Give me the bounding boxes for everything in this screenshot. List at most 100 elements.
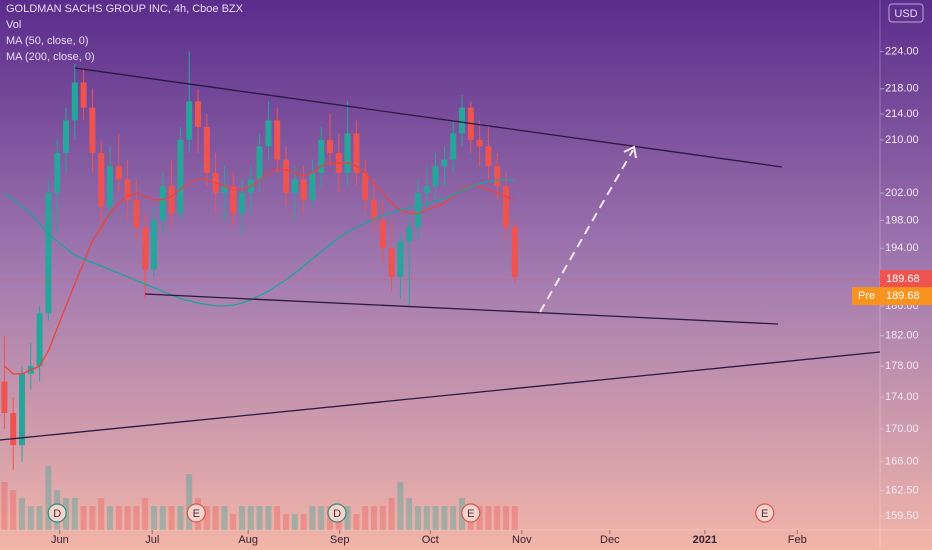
x-tick-label: 2021 (693, 534, 717, 546)
candle-body (415, 192, 421, 228)
candle-body (230, 186, 237, 214)
volume-bar (371, 506, 377, 530)
candle-body (353, 133, 360, 173)
candle-body (221, 186, 228, 193)
volume-bar (503, 506, 509, 530)
volume-bar (353, 514, 360, 530)
candle-body (300, 179, 307, 200)
candle-body (107, 166, 113, 207)
volume-bar (344, 506, 351, 530)
y-tick-label: 218.00 (885, 83, 919, 95)
candle-body (186, 101, 193, 140)
candle-body (1, 381, 8, 413)
candle-body (450, 133, 457, 160)
candle-body (168, 186, 175, 214)
trend-line[interactable] (0, 351, 881, 441)
candle-body (309, 172, 316, 200)
x-tick-label: Oct (422, 534, 439, 546)
volume-bar (124, 506, 131, 530)
x-tick-label: Jul (145, 534, 159, 546)
event-marker[interactable] (461, 503, 481, 523)
volume-bar (142, 498, 149, 530)
volume-bar (115, 506, 122, 530)
volume-bar (432, 506, 439, 530)
candle-body (379, 220, 386, 249)
x-tick-label: Aug (238, 534, 258, 546)
candle-body (327, 139, 333, 153)
volume-bar (151, 506, 157, 530)
candle-body (151, 220, 157, 270)
arrow[interactable] (539, 149, 634, 313)
last-price: 189.68 (886, 273, 920, 285)
premarket-price: 189.68 (886, 290, 920, 302)
volume-bar (362, 506, 369, 530)
volume-bar (450, 506, 457, 530)
volume-bar (406, 498, 413, 530)
candle-body (274, 120, 281, 160)
volume-bar (89, 506, 96, 530)
y-tick-label: 202.00 (885, 187, 919, 199)
candle-body (89, 107, 96, 153)
candle-body (115, 166, 122, 180)
candle-body (362, 172, 369, 200)
event-label: D (333, 508, 341, 520)
candle-body (283, 159, 289, 193)
y-tick-label: 159.50 (885, 510, 919, 522)
indicator[interactable]: Vol (6, 19, 21, 31)
event-marker[interactable] (47, 503, 67, 523)
candle-body (239, 192, 245, 214)
candle-body (344, 133, 351, 173)
currency-box[interactable] (888, 3, 924, 23)
premarket-box (852, 287, 932, 306)
candle-body (124, 179, 131, 200)
candle-body (80, 82, 87, 108)
volume-bar (485, 506, 492, 530)
candle-body (54, 152, 61, 193)
volume-bar (230, 514, 237, 530)
candle-body (406, 227, 413, 242)
candle-body (441, 159, 448, 167)
volume-bar (80, 506, 87, 530)
indicator[interactable]: MA (200, close, 0) (6, 51, 95, 63)
event-label: E (193, 508, 200, 520)
indicator[interactable]: MA (50, close, 0) (6, 35, 89, 47)
volume-bar (71, 498, 78, 530)
last-price-box (880, 270, 932, 289)
trend-line[interactable] (144, 293, 779, 325)
volume-bar (256, 506, 263, 530)
candle-body (142, 227, 149, 270)
candle-body (159, 186, 166, 221)
volume-bar (177, 506, 184, 530)
volume-bar (309, 506, 316, 530)
candle-body (256, 146, 263, 180)
arrow-head (623, 145, 637, 159)
y-tick-label: 198.00 (885, 214, 919, 226)
candle-body (36, 313, 43, 367)
candle-body (98, 152, 105, 207)
volume-bar (186, 474, 193, 530)
event-label: E (761, 508, 768, 520)
volume-bar (318, 506, 325, 530)
y-tick-label: 170.00 (885, 423, 919, 435)
volume-bar (212, 506, 219, 530)
volume-bar (274, 506, 281, 530)
y-tick-label: 178.00 (885, 360, 919, 372)
candle-body (485, 146, 492, 167)
candle-body (318, 139, 325, 173)
volume-bar (397, 482, 404, 530)
candle-body (423, 186, 430, 193)
candle-body (291, 179, 298, 193)
trend-line[interactable] (74, 67, 783, 168)
event-marker[interactable] (186, 503, 206, 523)
event-marker[interactable] (755, 503, 775, 523)
candle-body (511, 227, 518, 277)
volume-bar (98, 498, 105, 530)
moving-average (3, 162, 516, 375)
event-label: E (467, 508, 474, 520)
volume-bar (476, 506, 483, 530)
candle-body (371, 199, 377, 221)
chart-title: GOLDMAN SACHS GROUP INC, 4h, Cboe BZX (6, 3, 244, 15)
event-marker[interactable] (327, 503, 347, 523)
